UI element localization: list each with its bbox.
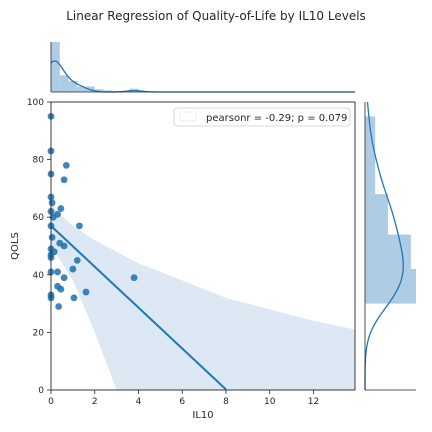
- y-axis-label: QOLS: [10, 232, 21, 260]
- scatter-point: [69, 266, 76, 273]
- scatter-point: [83, 289, 90, 296]
- legend-swatch: [180, 112, 196, 121]
- x-marginal-histogram: [51, 42, 355, 92]
- x-marginal-kde: [51, 61, 355, 92]
- y-marginal-bar: [365, 234, 411, 269]
- scatter-point: [71, 294, 78, 301]
- y-tick-label: 20: [33, 328, 45, 338]
- x-tick-label: 0: [48, 397, 54, 407]
- x-tick-label: 8: [223, 397, 229, 407]
- y-tick-label: 80: [33, 156, 45, 166]
- confidence-band: [51, 206, 355, 390]
- scatter-point: [131, 274, 138, 281]
- x-tick-labels: 0 2 4 6 8 10 12: [48, 390, 319, 407]
- x-tick-label: 10: [264, 397, 276, 407]
- scatter-point: [76, 222, 83, 229]
- scatter-point: [49, 234, 56, 241]
- y-tick-labels: 0 20 40 60 80 100: [27, 98, 51, 396]
- legend-annotation: pearsonr = -0.29; p = 0.079: [206, 113, 347, 124]
- main-plot-area: 0 2 4 6 8 10 12 0 20 40 60 80 100: [27, 98, 355, 407]
- x-marginal-bar: [51, 42, 60, 92]
- x-tick-label: 12: [308, 397, 319, 407]
- scatter-point: [74, 257, 81, 264]
- scatter-point: [54, 211, 61, 218]
- x-tick-label: 4: [136, 397, 142, 407]
- chart-title: Linear Regression of Quality-of-Life by …: [66, 9, 366, 23]
- scatter-point: [57, 205, 64, 212]
- scatter-point: [57, 286, 64, 293]
- legend-box: pearsonr = -0.29; p = 0.079: [174, 108, 350, 126]
- x-axis-label: IL10: [192, 410, 213, 421]
- scatter-point: [49, 199, 56, 206]
- y-marginal-bar: [365, 194, 388, 234]
- scatter-point: [61, 243, 68, 250]
- scatter-point: [51, 248, 58, 255]
- scatter-point: [54, 269, 61, 276]
- x-tick-label: 2: [92, 397, 98, 407]
- y-tick-label: 100: [27, 98, 44, 108]
- scatter-point: [63, 162, 70, 169]
- scatter-point: [61, 274, 68, 281]
- y-tick-label: 40: [33, 271, 45, 281]
- y-tick-label: 60: [33, 213, 45, 223]
- y-marginal-histogram: [365, 102, 416, 390]
- x-tick-label: 6: [179, 397, 185, 407]
- y-marginal-bar: [365, 269, 416, 304]
- scatter-point: [61, 176, 68, 183]
- confidence-band-area: [51, 206, 355, 390]
- y-tick-label: 0: [38, 386, 44, 396]
- scatter-point: [55, 303, 62, 310]
- x-marginal-bar: [60, 75, 69, 92]
